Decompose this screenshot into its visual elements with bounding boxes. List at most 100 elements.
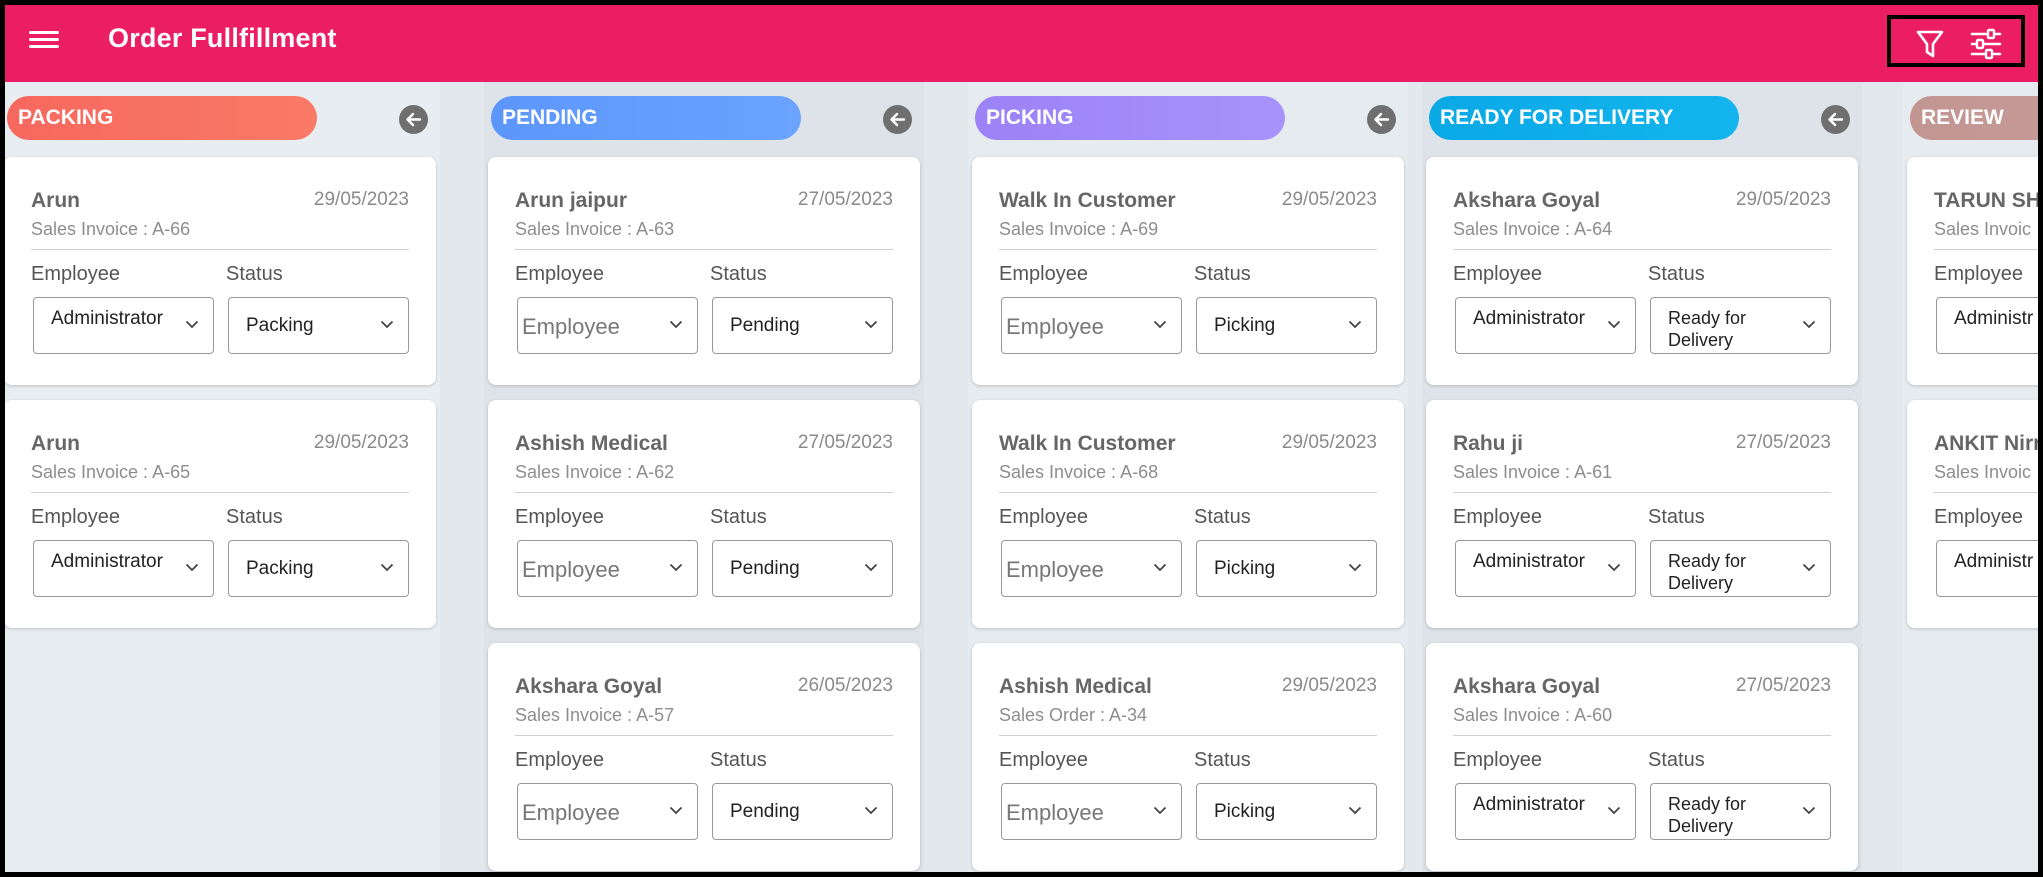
order-card[interactable]: Akshara Goyal 26/05/2023 Sales Invoice : A… — [488, 643, 920, 871]
employee-select[interactable]: Employee — [517, 297, 698, 354]
status-select[interactable]: Packing — [228, 540, 409, 597]
status-select[interactable]: Ready for Delivery — [1650, 297, 1831, 354]
collapse-arrow-button[interactable] — [1367, 105, 1396, 134]
employee-value: Administrator — [1473, 794, 1585, 815]
order-card[interactable]: Ashish Medical 29/05/2023 Sales Order : A-… — [972, 643, 1404, 871]
chevron-down-icon — [380, 320, 394, 329]
employee-value: Administrator — [51, 551, 163, 572]
order-card[interactable]: Ashish Medical 27/05/2023 Sales Invoice : … — [488, 400, 920, 628]
status-select[interactable]: Pending — [712, 783, 893, 840]
divider — [999, 735, 1377, 736]
employee-label: Employee — [31, 263, 120, 285]
status-select[interactable]: Picking — [1196, 783, 1377, 840]
status-label: Status — [226, 506, 283, 528]
status-select[interactable]: Picking — [1196, 297, 1377, 354]
divider — [31, 249, 409, 250]
status-value: Packing — [246, 315, 314, 336]
document-reference: Sales Order : A-34 — [999, 705, 1148, 725]
employee-select[interactable]: Administr — [1936, 297, 2038, 354]
status-value: Picking — [1214, 801, 1276, 822]
employee-value: Administrator — [1473, 551, 1585, 572]
employee-select[interactable]: Administrator — [33, 297, 214, 354]
employee-label: Employee — [515, 749, 604, 771]
employee-select[interactable]: Administr — [1936, 540, 2038, 597]
collapse-arrow-button[interactable] — [399, 105, 428, 134]
status-label: Status — [710, 506, 767, 528]
column-title: PICKING — [975, 96, 1285, 140]
status-value: Pending — [730, 558, 800, 579]
employee-select[interactable]: Employee — [1001, 540, 1182, 597]
column-packing: PACKING Arun 29/05/2023 Sales Invoice : A-6… — [5, 82, 440, 872]
order-card[interactable]: Arun jaipur 27/05/2023 Sales Invoice : A-6… — [488, 157, 920, 385]
employee-label: Employee — [1453, 263, 1542, 285]
kanban-board: PACKING Arun 29/05/2023 Sales Invoice : A-6… — [5, 82, 2038, 872]
chevron-down-icon — [185, 563, 199, 572]
order-card[interactable]: Arun 29/05/2023 Sales Invoice : A-66 Employ… — [5, 157, 436, 385]
customer-name: Walk In Customer — [999, 189, 1176, 212]
employee-value: Employee — [1006, 314, 1104, 339]
employee-select[interactable]: Administrator — [1455, 540, 1636, 597]
order-card[interactable]: Walk In Customer 29/05/2023 Sales Invoice … — [972, 157, 1404, 385]
document-reference: Sales Invoice : A-60 — [1453, 705, 1613, 725]
order-date: 27/05/2023 — [1735, 675, 1831, 696]
employee-value: Employee — [522, 557, 620, 582]
employee-label: Employee — [1934, 506, 2023, 528]
status-label: Status — [1194, 263, 1251, 285]
document-reference: Sales Invoic — [1934, 219, 2032, 239]
arrow-left-icon — [1828, 112, 1844, 127]
collapse-arrow-button[interactable] — [883, 105, 912, 134]
divider — [999, 492, 1377, 493]
status-select[interactable]: Ready for Delivery — [1650, 540, 1831, 597]
filter-icon[interactable] — [1913, 27, 1947, 61]
order-date: 29/05/2023 — [313, 432, 409, 453]
status-select[interactable]: Pending — [712, 540, 893, 597]
document-reference: Sales Invoice : A-65 — [31, 462, 191, 482]
status-value: Pending — [730, 801, 800, 822]
chevron-down-icon — [864, 563, 878, 572]
arrow-left-icon — [1374, 112, 1390, 127]
employee-select[interactable]: Employee — [517, 540, 698, 597]
status-value: Ready for Delivery — [1668, 794, 1747, 836]
order-card[interactable]: TARUN SH Sales Invoic Employee Administr — [1907, 157, 2038, 385]
status-select[interactable]: Ready for Delivery — [1650, 783, 1831, 840]
status-value: Ready for Delivery — [1668, 551, 1747, 593]
employee-select[interactable]: Administrator — [1455, 783, 1636, 840]
order-card[interactable]: ANKIT Nirr Sales Invoic Employee Administr — [1907, 400, 2038, 628]
order-card[interactable]: Arun 29/05/2023 Sales Invoice : A-65 Employ… — [5, 400, 436, 628]
order-date: 29/05/2023 — [313, 189, 409, 210]
employee-label: Employee — [31, 506, 120, 528]
divider — [515, 492, 893, 493]
sliders-icon[interactable] — [1969, 27, 2003, 61]
employee-select[interactable]: Administrator — [33, 540, 214, 597]
status-select[interactable]: Pending — [712, 297, 893, 354]
employee-value: Administrator — [51, 308, 163, 329]
order-card[interactable]: Akshara Goyal 27/05/2023 Sales Invoice : A… — [1426, 643, 1858, 871]
employee-label: Employee — [515, 506, 604, 528]
employee-select[interactable]: Employee — [517, 783, 698, 840]
chevron-down-icon — [1153, 563, 1167, 572]
arrow-left-icon — [890, 112, 906, 127]
order-card[interactable]: Walk In Customer 29/05/2023 Sales Invoice … — [972, 400, 1404, 628]
status-select[interactable]: Packing — [228, 297, 409, 354]
document-reference: Sales Invoice : A-63 — [515, 219, 675, 239]
toolbar-actions — [1887, 15, 2025, 67]
employee-value: Administrator — [1473, 308, 1585, 329]
order-card[interactable]: Rahu ji 27/05/2023 Sales Invoice : A-61 Emp… — [1426, 400, 1858, 628]
divider — [999, 249, 1377, 250]
employee-select[interactable]: Administrator — [1455, 297, 1636, 354]
status-label: Status — [710, 263, 767, 285]
chevron-down-icon — [1802, 563, 1816, 572]
collapse-arrow-button[interactable] — [1821, 105, 1850, 134]
document-reference: Sales Invoice : A-61 — [1453, 462, 1613, 482]
divider — [31, 492, 409, 493]
employee-label: Employee — [1453, 749, 1542, 771]
status-label: Status — [1194, 749, 1251, 771]
chevron-down-icon — [1348, 806, 1362, 815]
chevron-down-icon — [1802, 320, 1816, 329]
order-card[interactable]: Akshara Goyal 29/05/2023 Sales Invoice : A… — [1426, 157, 1858, 385]
employee-select[interactable]: Employee — [1001, 297, 1182, 354]
employee-select[interactable]: Employee — [1001, 783, 1182, 840]
status-select[interactable]: Picking — [1196, 540, 1377, 597]
hamburger-menu-icon[interactable] — [29, 27, 59, 53]
order-date: 29/05/2023 — [1281, 432, 1377, 453]
